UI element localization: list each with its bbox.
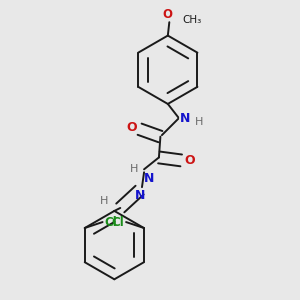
Text: N: N xyxy=(144,172,154,185)
Text: H: H xyxy=(195,117,204,127)
Text: H: H xyxy=(100,196,108,206)
Text: N: N xyxy=(134,189,145,202)
Text: O: O xyxy=(184,154,195,167)
Text: Cl: Cl xyxy=(112,216,124,229)
Text: H: H xyxy=(130,164,138,174)
Text: O: O xyxy=(163,8,173,21)
Text: N: N xyxy=(180,112,190,125)
Text: CH₃: CH₃ xyxy=(183,15,202,25)
Text: O: O xyxy=(126,121,136,134)
Text: Cl: Cl xyxy=(104,216,117,229)
